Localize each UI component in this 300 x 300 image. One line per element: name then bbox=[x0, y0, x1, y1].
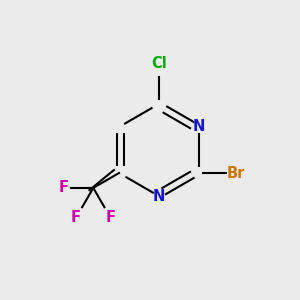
Text: Br: Br bbox=[227, 166, 245, 181]
Text: N: N bbox=[153, 189, 165, 204]
Text: F: F bbox=[106, 210, 116, 225]
Text: N: N bbox=[193, 119, 205, 134]
Text: Cl: Cl bbox=[151, 56, 167, 70]
Text: F: F bbox=[58, 180, 69, 195]
Text: F: F bbox=[70, 210, 81, 225]
